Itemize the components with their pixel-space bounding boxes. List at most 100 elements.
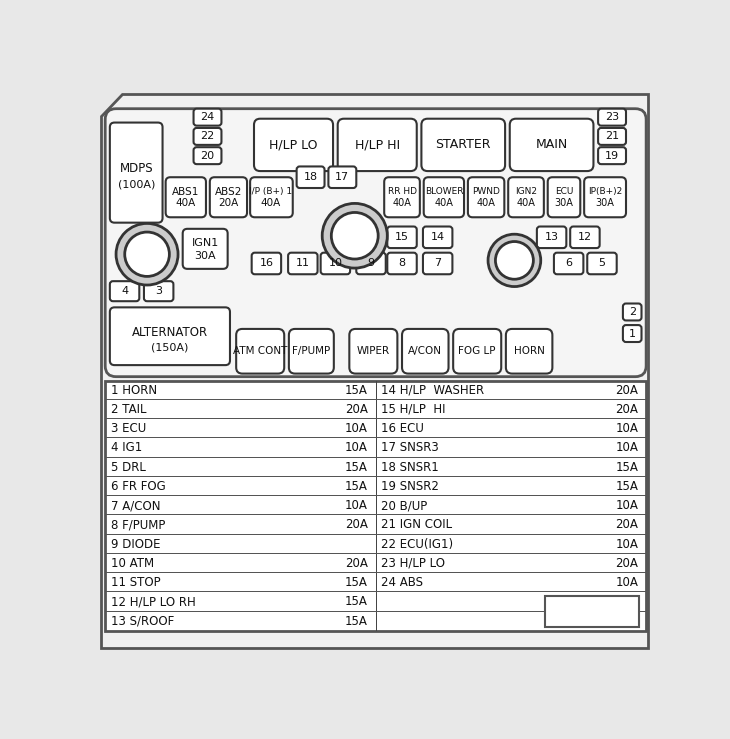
Text: 17: 17 <box>335 172 350 183</box>
Circle shape <box>331 213 378 259</box>
FancyBboxPatch shape <box>587 253 617 274</box>
Text: A/CON: A/CON <box>408 347 442 356</box>
Text: 40A: 40A <box>393 198 412 208</box>
FancyBboxPatch shape <box>402 329 448 374</box>
Text: 40A: 40A <box>517 198 536 208</box>
FancyBboxPatch shape <box>193 128 221 145</box>
FancyBboxPatch shape <box>384 177 420 217</box>
FancyBboxPatch shape <box>570 227 599 248</box>
Bar <box>105 418 646 419</box>
FancyBboxPatch shape <box>548 177 580 217</box>
Text: 8 F/PUMP: 8 F/PUMP <box>111 518 165 531</box>
Text: 10: 10 <box>328 259 342 268</box>
Bar <box>105 437 646 438</box>
Text: 14 H/LP  WASHER: 14 H/LP WASHER <box>381 384 484 397</box>
FancyBboxPatch shape <box>598 109 626 126</box>
FancyBboxPatch shape <box>356 253 385 274</box>
FancyBboxPatch shape <box>110 281 139 302</box>
Text: 20A: 20A <box>345 403 368 416</box>
Text: ALTERNATOR: ALTERNATOR <box>131 327 207 339</box>
FancyBboxPatch shape <box>320 253 350 274</box>
FancyBboxPatch shape <box>421 119 505 171</box>
Circle shape <box>125 232 169 276</box>
Text: 1 HORN: 1 HORN <box>111 384 157 397</box>
Text: BLOWER: BLOWER <box>425 187 463 196</box>
Text: 40A: 40A <box>176 198 196 208</box>
Bar <box>545 596 639 627</box>
Text: 11 STOP: 11 STOP <box>111 576 161 589</box>
Text: 15A: 15A <box>345 576 368 589</box>
Text: IGN1: IGN1 <box>191 239 219 248</box>
Text: 10A: 10A <box>615 538 639 551</box>
Text: 9: 9 <box>367 259 374 268</box>
Bar <box>105 476 646 477</box>
Text: 20A: 20A <box>218 198 239 208</box>
Text: HORN: HORN <box>514 347 545 356</box>
Text: 1: 1 <box>629 329 636 338</box>
Text: MDPS: MDPS <box>120 163 153 175</box>
Bar <box>376 381 377 631</box>
FancyBboxPatch shape <box>210 177 247 217</box>
Text: 15A: 15A <box>615 480 639 493</box>
FancyBboxPatch shape <box>288 253 318 274</box>
Text: 11: 11 <box>296 259 310 268</box>
Text: IGN2: IGN2 <box>515 187 537 196</box>
Text: 15A: 15A <box>345 460 368 474</box>
FancyBboxPatch shape <box>296 166 325 188</box>
Text: I/P (B+) 1: I/P (B+) 1 <box>250 186 293 196</box>
Text: 15A: 15A <box>345 615 368 627</box>
Text: 21: 21 <box>605 132 619 141</box>
Text: PWND: PWND <box>472 187 500 196</box>
Circle shape <box>116 223 178 285</box>
Text: 20A: 20A <box>345 518 368 531</box>
Text: 20A: 20A <box>345 557 368 570</box>
Circle shape <box>488 234 541 287</box>
Text: 20A: 20A <box>615 557 639 570</box>
Text: 12: 12 <box>578 232 592 242</box>
FancyBboxPatch shape <box>250 177 293 217</box>
Text: 7: 7 <box>434 259 441 268</box>
Text: 20A: 20A <box>615 518 639 531</box>
Bar <box>105 610 646 611</box>
Text: IP(B+)2: IP(B+)2 <box>588 187 622 196</box>
Text: 15A: 15A <box>345 596 368 608</box>
Text: 15A: 15A <box>345 384 368 397</box>
Text: F/PUMP: F/PUMP <box>292 347 331 356</box>
FancyBboxPatch shape <box>453 329 502 374</box>
Text: 10A: 10A <box>615 576 639 589</box>
Text: 40A: 40A <box>477 198 496 208</box>
FancyBboxPatch shape <box>237 329 284 374</box>
Text: 24 ABS: 24 ABS <box>381 576 423 589</box>
FancyBboxPatch shape <box>598 147 626 164</box>
FancyBboxPatch shape <box>554 253 583 274</box>
Text: FOG LP: FOG LP <box>458 347 496 356</box>
Text: 20A: 20A <box>615 384 639 397</box>
Text: WIPER: WIPER <box>357 347 390 356</box>
Text: 4: 4 <box>121 286 128 296</box>
Text: 30A: 30A <box>555 198 574 208</box>
Text: 16 ECU: 16 ECU <box>381 422 424 435</box>
FancyBboxPatch shape <box>289 329 334 374</box>
Text: 17 SNSR3: 17 SNSR3 <box>381 441 439 454</box>
Text: 10A: 10A <box>615 499 639 512</box>
Polygon shape <box>101 94 648 648</box>
FancyBboxPatch shape <box>623 325 642 342</box>
Text: ECU: ECU <box>555 187 573 196</box>
Bar <box>105 381 646 631</box>
FancyBboxPatch shape <box>388 227 417 248</box>
Text: H/LP HI: H/LP HI <box>355 138 400 151</box>
Text: 14: 14 <box>431 232 445 242</box>
Text: 24: 24 <box>200 112 215 122</box>
FancyBboxPatch shape <box>144 281 174 302</box>
Text: 21 IGN COIL: 21 IGN COIL <box>381 518 452 531</box>
Text: 30A: 30A <box>194 251 216 261</box>
FancyBboxPatch shape <box>510 119 593 171</box>
FancyBboxPatch shape <box>423 253 453 274</box>
Text: MAIN: MAIN <box>536 138 568 151</box>
Text: 20: 20 <box>201 151 215 160</box>
Text: 22 ECU(IG1): 22 ECU(IG1) <box>381 538 453 551</box>
Text: 3 ECU: 3 ECU <box>111 422 146 435</box>
Text: 10A: 10A <box>615 441 639 454</box>
FancyBboxPatch shape <box>598 128 626 145</box>
Text: H/LP LO: H/LP LO <box>269 138 318 151</box>
